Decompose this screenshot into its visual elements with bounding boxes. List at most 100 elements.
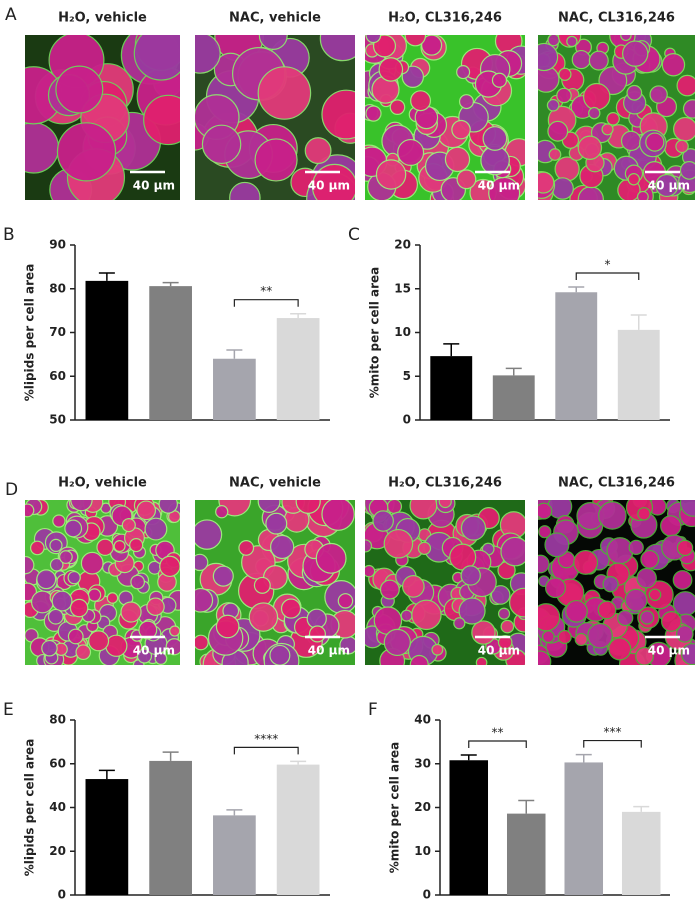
cell <box>51 590 73 612</box>
cell <box>308 625 326 643</box>
cell <box>431 643 444 656</box>
cell <box>195 553 209 572</box>
cell <box>679 161 695 180</box>
y-tick-label: 10 <box>394 325 411 339</box>
y-tick-label: 20 <box>414 800 431 814</box>
significance-bracket <box>468 740 527 748</box>
cell <box>304 137 332 165</box>
cell <box>571 49 591 70</box>
cell <box>497 634 513 650</box>
cell <box>321 500 355 531</box>
cell <box>56 122 117 182</box>
bar <box>449 760 489 895</box>
panel-label: D <box>5 480 18 500</box>
cell <box>649 85 668 104</box>
image-title: H₂O, CL316,246 <box>388 476 502 491</box>
y-tick-label: 80 <box>49 713 66 727</box>
cell <box>215 614 240 639</box>
micrograph <box>195 35 355 200</box>
cell <box>129 537 144 553</box>
cell <box>195 519 223 550</box>
cell <box>143 94 180 146</box>
bar <box>149 286 192 420</box>
cell <box>672 591 695 617</box>
bar <box>430 356 473 420</box>
image-title: NAC, CL316,246 <box>558 11 675 26</box>
cell <box>577 186 604 200</box>
cell <box>573 549 599 575</box>
cell <box>598 501 627 530</box>
cell <box>624 588 648 612</box>
cell <box>254 138 298 182</box>
cell <box>438 500 452 509</box>
cell <box>25 122 60 174</box>
significance-label: ** <box>492 726 504 740</box>
y-tick-label: 40 <box>414 713 431 727</box>
significance-label: **** <box>254 732 278 746</box>
bar <box>617 329 660 420</box>
cell <box>96 538 114 556</box>
cell <box>628 539 644 556</box>
bar <box>276 318 320 420</box>
y-tick-label: 10 <box>414 844 431 858</box>
micrograph <box>538 500 695 665</box>
cell <box>444 146 471 173</box>
scale-bar-label: 40 µm <box>308 644 350 658</box>
significance-bracket <box>575 272 640 280</box>
cell <box>401 575 425 598</box>
cell <box>87 588 102 602</box>
cell <box>311 163 355 200</box>
cell <box>456 65 471 80</box>
cell <box>497 607 511 620</box>
cell <box>69 598 89 618</box>
bar <box>555 292 598 420</box>
cell <box>635 646 654 665</box>
cell <box>409 500 438 520</box>
panel-label: F <box>368 700 378 720</box>
cell <box>136 648 153 664</box>
cell <box>49 538 63 553</box>
cell <box>136 500 157 521</box>
cell <box>265 512 288 535</box>
panel-label: B <box>3 225 15 245</box>
cell <box>88 630 110 652</box>
y-tick-label: 60 <box>49 369 66 383</box>
cell <box>365 564 376 578</box>
cell <box>565 599 588 623</box>
scale-bar-label: 40 µm <box>648 644 690 658</box>
cell <box>417 541 432 555</box>
cell <box>675 625 694 643</box>
cell <box>538 42 559 72</box>
cell <box>547 500 573 519</box>
scale-bar-label: 40 µm <box>648 179 690 193</box>
cell <box>602 576 619 593</box>
cell <box>215 505 229 519</box>
significance-label: * <box>605 258 611 272</box>
cell <box>315 542 347 574</box>
cell <box>270 534 295 560</box>
cell <box>365 105 382 122</box>
bar <box>621 811 661 895</box>
cell <box>389 99 406 115</box>
cell <box>386 500 403 515</box>
y-tick-label: 20 <box>394 238 411 252</box>
cell <box>460 565 481 586</box>
cell <box>655 173 679 198</box>
cell <box>491 72 508 88</box>
cell <box>544 532 570 558</box>
cell <box>620 35 632 42</box>
micrograph <box>25 35 180 200</box>
cell <box>606 537 634 565</box>
cell <box>238 540 255 556</box>
cell <box>541 630 555 644</box>
cell <box>640 549 660 569</box>
cell <box>509 587 525 618</box>
micrograph <box>365 500 525 665</box>
cell <box>660 515 682 537</box>
cell <box>67 570 81 585</box>
cell <box>548 148 562 161</box>
cell <box>106 592 119 604</box>
cell <box>319 35 355 62</box>
cell <box>165 638 180 656</box>
